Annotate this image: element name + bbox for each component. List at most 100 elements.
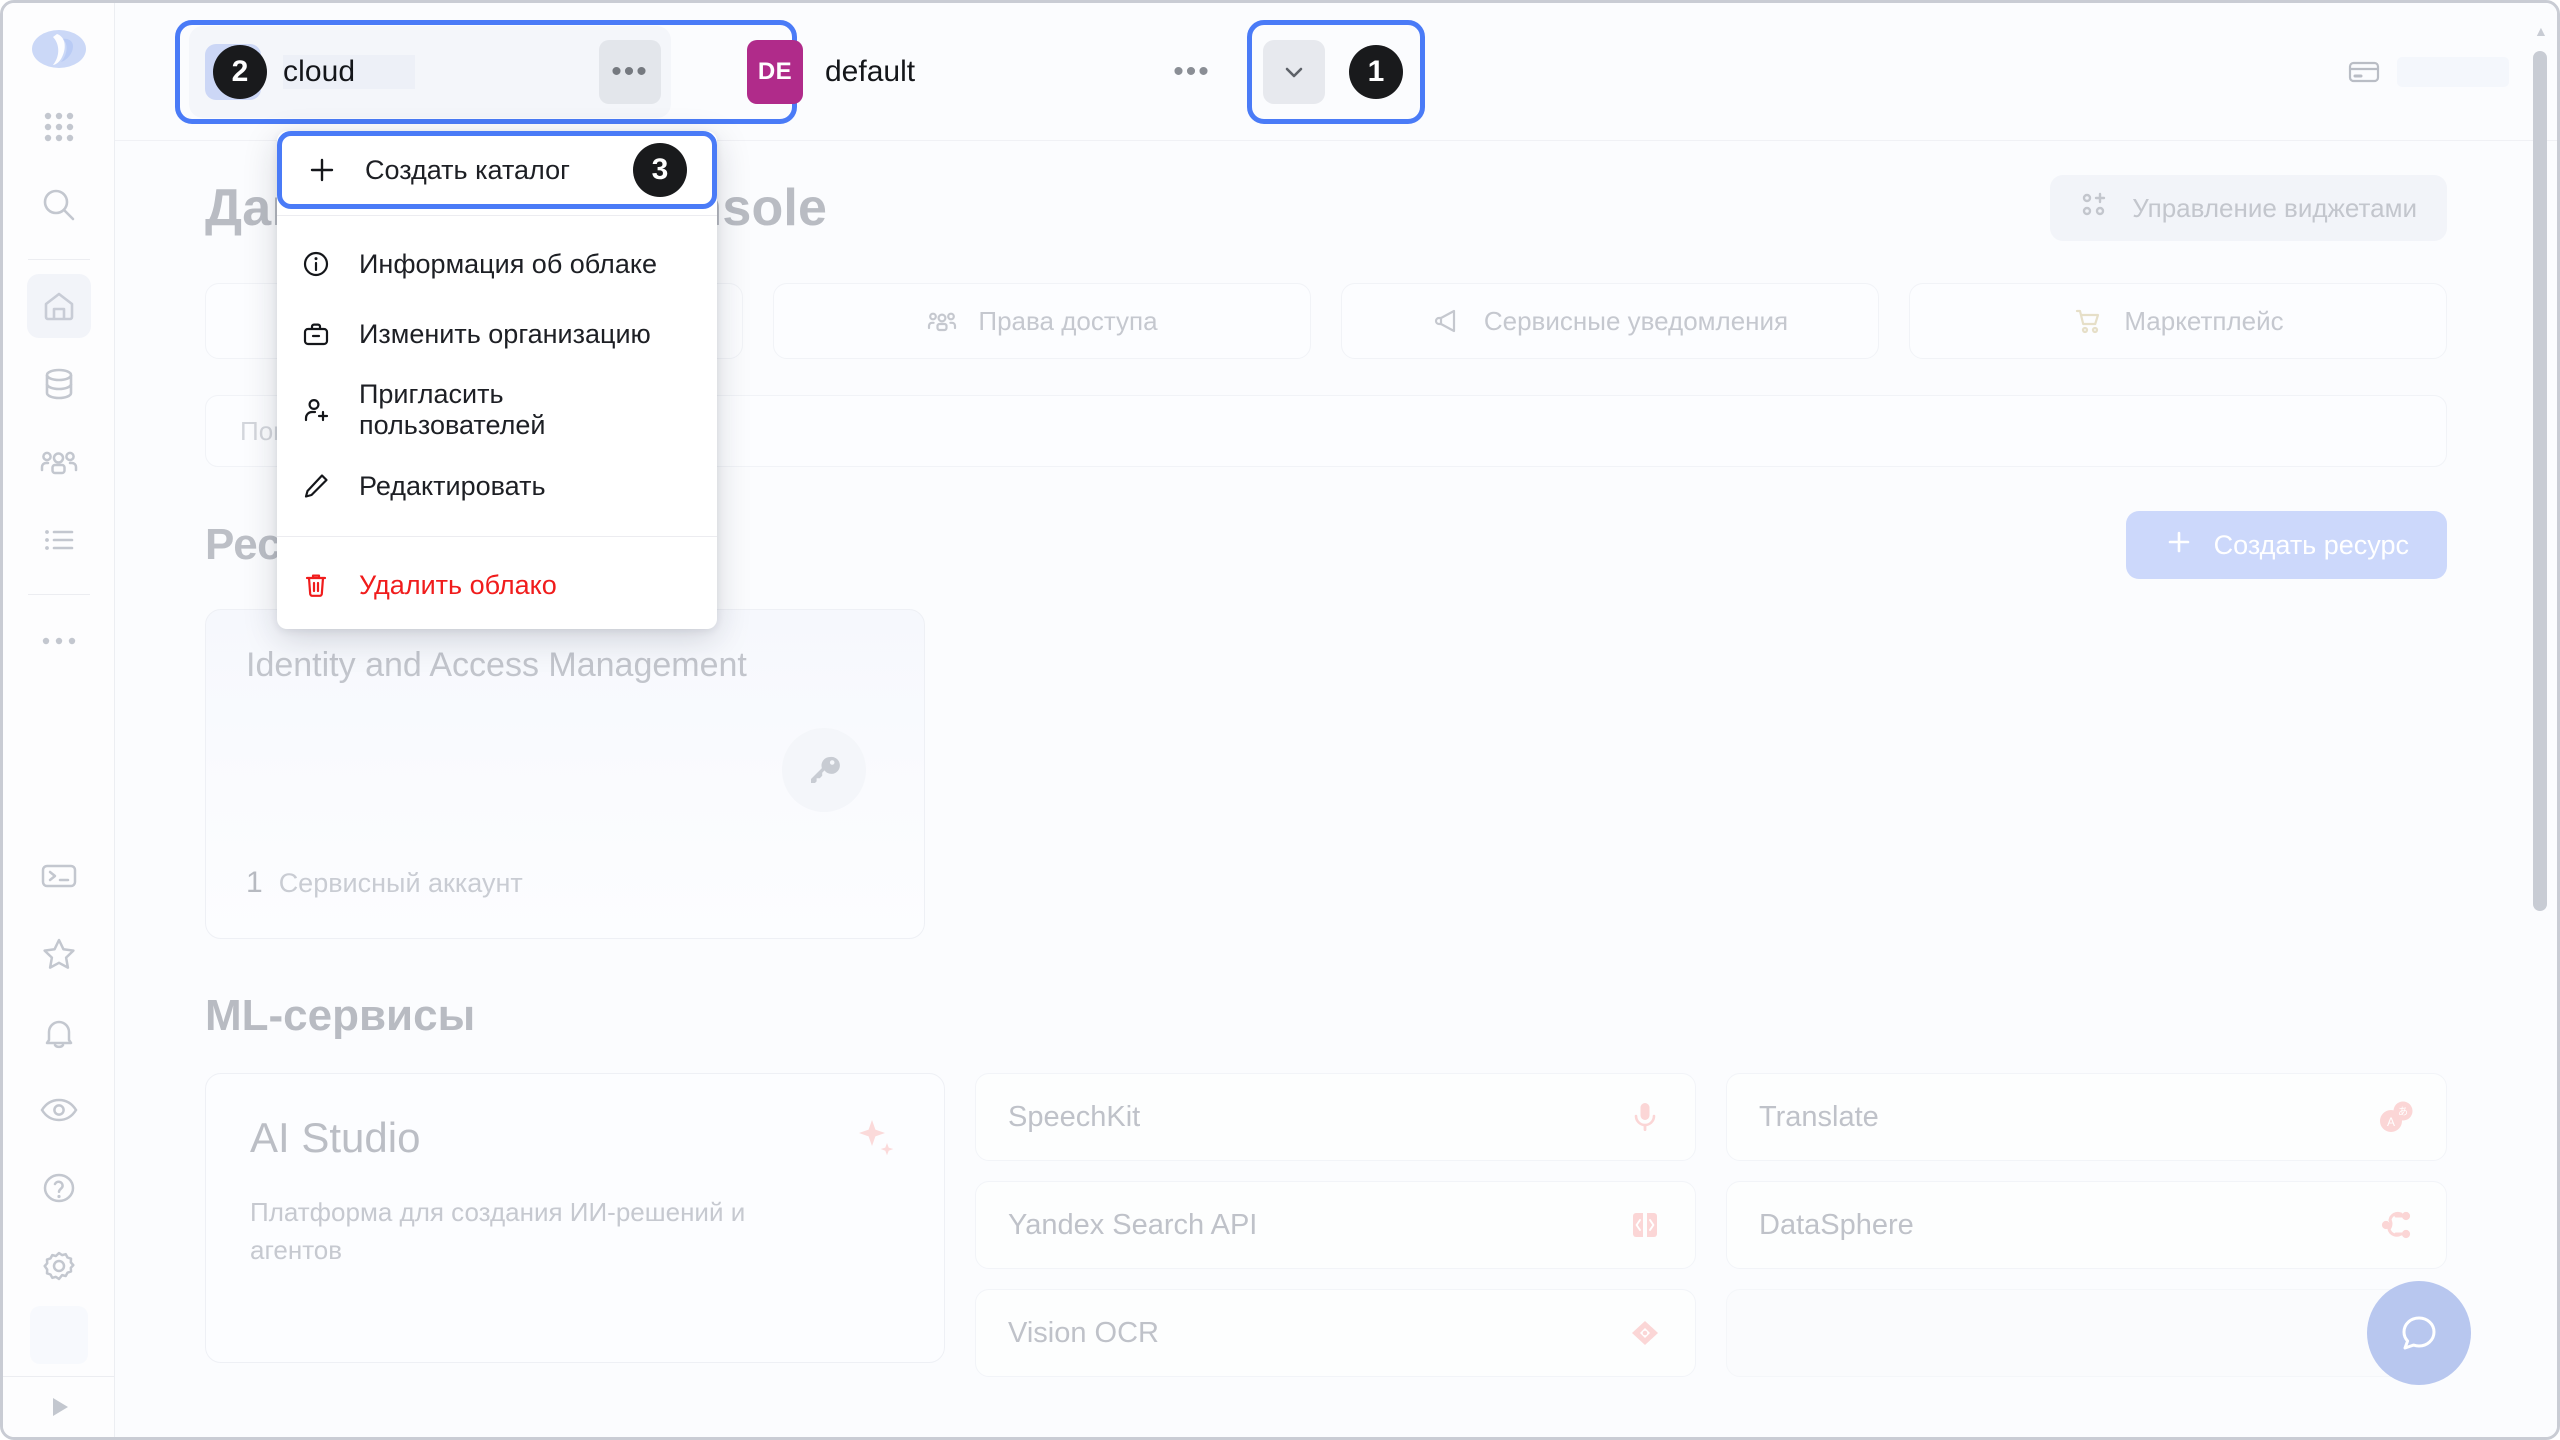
menu-item-cloud-info[interactable]: Информация об облаке <box>277 216 717 296</box>
sidebar-item-users[interactable] <box>27 430 91 494</box>
rail-placeholder <box>29 1306 88 1364</box>
briefcase-icon <box>299 319 333 349</box>
more-icon[interactable] <box>27 609 91 673</box>
iam-widget-card[interactable]: Identity and Access Management 1 Сервисн… <box>205 609 925 939</box>
left-rail <box>3 3 115 1437</box>
expand-selector[interactable]: 1 <box>1247 19 1425 124</box>
code-brackets-icon <box>1627 1207 1663 1243</box>
info-icon <box>299 249 333 279</box>
top-header: cloud ••• 2 DE default ••• <box>115 3 2557 141</box>
translate-icon: A あ <box>2378 1099 2414 1135</box>
ml-item-speechkit[interactable]: SpeechKit <box>975 1073 1696 1161</box>
search-icon[interactable] <box>27 173 91 237</box>
svg-text:A: A <box>2387 1115 2395 1129</box>
ml-item-label: SpeechKit <box>1008 1100 1141 1133</box>
ml-item-vision-ocr[interactable]: Vision OCR <box>975 1289 1696 1377</box>
ml-column-two: Translate A あ DataSphere <box>1726 1073 2447 1377</box>
iam-card-count-label: Сервисный аккаунт <box>278 868 523 898</box>
step-badge-2: 2 <box>213 44 267 99</box>
ml-column-one: SpeechKit Yandex Search API <box>975 1073 1696 1377</box>
svg-text:あ: あ <box>2398 1106 2408 1118</box>
ml-item-empty <box>1726 1289 2447 1377</box>
ml-item-label: DataSphere <box>1759 1208 1914 1241</box>
menu-item-delete-cloud[interactable]: Удалить облако <box>277 537 717 617</box>
menu-item-invite-users-label: Пригласить пользователей <box>359 379 546 440</box>
help-icon[interactable] <box>27 1156 91 1220</box>
rail-divider-2 <box>27 594 90 595</box>
organization-actions-button[interactable]: ••• <box>1173 54 1211 88</box>
datasphere-icon <box>2378 1207 2414 1243</box>
menu-item-change-organization-label: Изменить организацию <box>359 318 651 349</box>
tab-service-notifications[interactable]: Сервисные уведомления <box>1341 283 1879 359</box>
collapse-icon[interactable] <box>27 1377 91 1437</box>
tab-marketplace[interactable]: Маркетплейс <box>1909 283 2447 359</box>
cloud-selector[interactable]: cloud ••• 2 <box>175 19 797 124</box>
manage-widgets-label: Управление виджетами <box>2132 192 2417 223</box>
menu-divider-1 <box>277 215 717 216</box>
microphone-icon <box>1627 1099 1663 1135</box>
ai-studio-description: Платформа для создания ИИ-решений и аген… <box>250 1197 746 1265</box>
cloud-text: cloud <box>283 54 593 89</box>
tab-service-notifications-label: Сервисные уведомления <box>1483 305 1789 336</box>
terminal-icon[interactable] <box>27 844 91 908</box>
sparkles-icon <box>854 1116 900 1167</box>
ml-item-translate[interactable]: Translate A あ <box>1726 1073 2447 1161</box>
sidebar-item-home[interactable] <box>26 274 91 338</box>
sidebar-item-list[interactable] <box>27 508 91 572</box>
apps-grid-icon[interactable] <box>27 95 91 159</box>
ml-item-label: Translate <box>1759 1100 1879 1133</box>
plus-icon <box>2164 527 2194 564</box>
add-widget-icon <box>2080 189 2112 228</box>
bell-icon[interactable] <box>27 1000 91 1064</box>
organization-avatar: DE <box>747 39 803 104</box>
organization-selector[interactable]: DE default ••• <box>739 26 1231 118</box>
menu-item-change-organization[interactable]: Изменить организацию <box>277 296 717 372</box>
star-icon[interactable] <box>27 922 91 986</box>
ml-item-label: Vision OCR <box>1008 1316 1159 1349</box>
tab-marketplace-label: Маркетплейс <box>2124 305 2284 336</box>
menu-item-delete-cloud-label: Удалить облако <box>359 569 557 600</box>
scrollbar-thumb[interactable] <box>2533 51 2547 911</box>
menu-item-invite-users[interactable]: Пригласить пользователей <box>277 372 717 448</box>
iam-card-title: Identity and Access Management <box>246 646 747 684</box>
cart-icon <box>2072 305 2104 337</box>
scroll-up-icon[interactable]: ▲ <box>2534 23 2548 39</box>
cloud-actions-button[interactable]: ••• <box>599 39 661 104</box>
create-resource-button[interactable]: Создать ресурс <box>2125 511 2447 579</box>
ml-services-grid: AI Studio Платформа для создания ИИ-реше… <box>205 1073 2447 1377</box>
brand-logo-icon[interactable] <box>31 25 87 81</box>
chat-bubble-icon[interactable] <box>2367 1281 2471 1385</box>
eye-diamond-icon <box>1627 1315 1663 1351</box>
user-plus-icon <box>299 395 333 425</box>
cloud-name: cloud <box>283 54 415 89</box>
ml-item-datasphere[interactable]: DataSphere <box>1726 1181 2447 1269</box>
sidebar-item-database[interactable] <box>27 352 91 416</box>
ml-card-ai-studio[interactable]: AI Studio Платформа для создания ИИ-реше… <box>205 1073 945 1363</box>
menu-item-edit[interactable]: Редактировать <box>277 448 717 524</box>
ml-item-label: Yandex Search API <box>1008 1208 1258 1241</box>
manage-widgets-button[interactable]: Управление виджетами <box>2050 175 2447 241</box>
organization-text: default <box>825 55 1155 89</box>
page-scrollbar[interactable]: ▲ <box>2533 17 2549 1423</box>
megaphone-icon <box>1432 305 1464 337</box>
key-icon <box>782 728 866 812</box>
rail-bottom-divider <box>3 1376 114 1377</box>
trash-icon <box>299 570 333 600</box>
ml-services-title: ML-сервисы <box>205 991 476 1040</box>
plus-icon <box>305 155 339 185</box>
tab-permissions-label: Права доступа <box>978 305 1158 336</box>
credit-card-icon[interactable] <box>2345 53 2383 91</box>
billing-placeholder <box>2397 56 2509 87</box>
gear-icon[interactable] <box>27 1234 91 1298</box>
organization-chip[interactable]: DE default ••• <box>739 26 1231 118</box>
cloud-context-menu: Создать каталог 3 Информация об облаке <box>277 131 717 629</box>
menu-item-cloud-info-label: Информация об облаке <box>359 248 657 279</box>
chevron-down-icon[interactable] <box>1263 39 1325 104</box>
eye-icon[interactable] <box>27 1078 91 1142</box>
iam-card-footer: 1 Сервисный аккаунт <box>246 866 523 900</box>
menu-item-create-folder[interactable]: Создать каталог 3 <box>277 131 717 209</box>
ml-item-search-api[interactable]: Yandex Search API <box>975 1181 1696 1269</box>
rail-divider <box>27 259 90 260</box>
tab-permissions[interactable]: Права доступа <box>773 283 1311 359</box>
iam-card-count: 1 <box>246 866 263 899</box>
